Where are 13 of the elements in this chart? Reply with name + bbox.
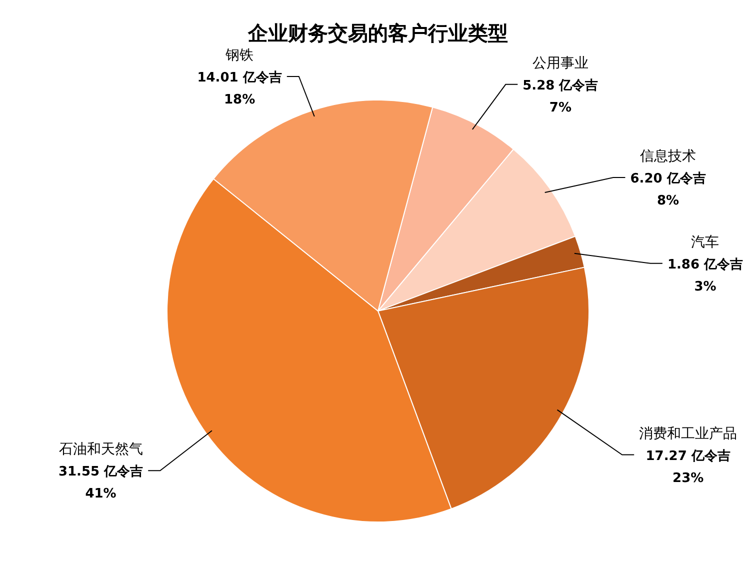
slice-label: 汽车 [691, 234, 720, 250]
data-label: 1.86 亿令吉 3% [667, 257, 744, 294]
data-label: 17.27 亿令吉 23% [646, 448, 730, 486]
slice-label: 信息技术 [640, 148, 696, 164]
slice-label: 石油和天然气 [58, 442, 143, 458]
slice-label: 钢铁 [224, 47, 254, 64]
data-label: 6.20 亿令吉 8% [630, 171, 706, 208]
slice-label: 公用事业 [532, 55, 588, 72]
chart-title: 企业财务交易的客户行业类型 [247, 21, 508, 45]
data-label: 5.28 亿令吉 7% [522, 78, 598, 116]
data-label: 31.55 亿令吉 41% [58, 464, 144, 502]
slice-label: 消费和工业产品 [639, 426, 738, 442]
data-label: 14.01 亿令吉 18% [197, 70, 282, 108]
